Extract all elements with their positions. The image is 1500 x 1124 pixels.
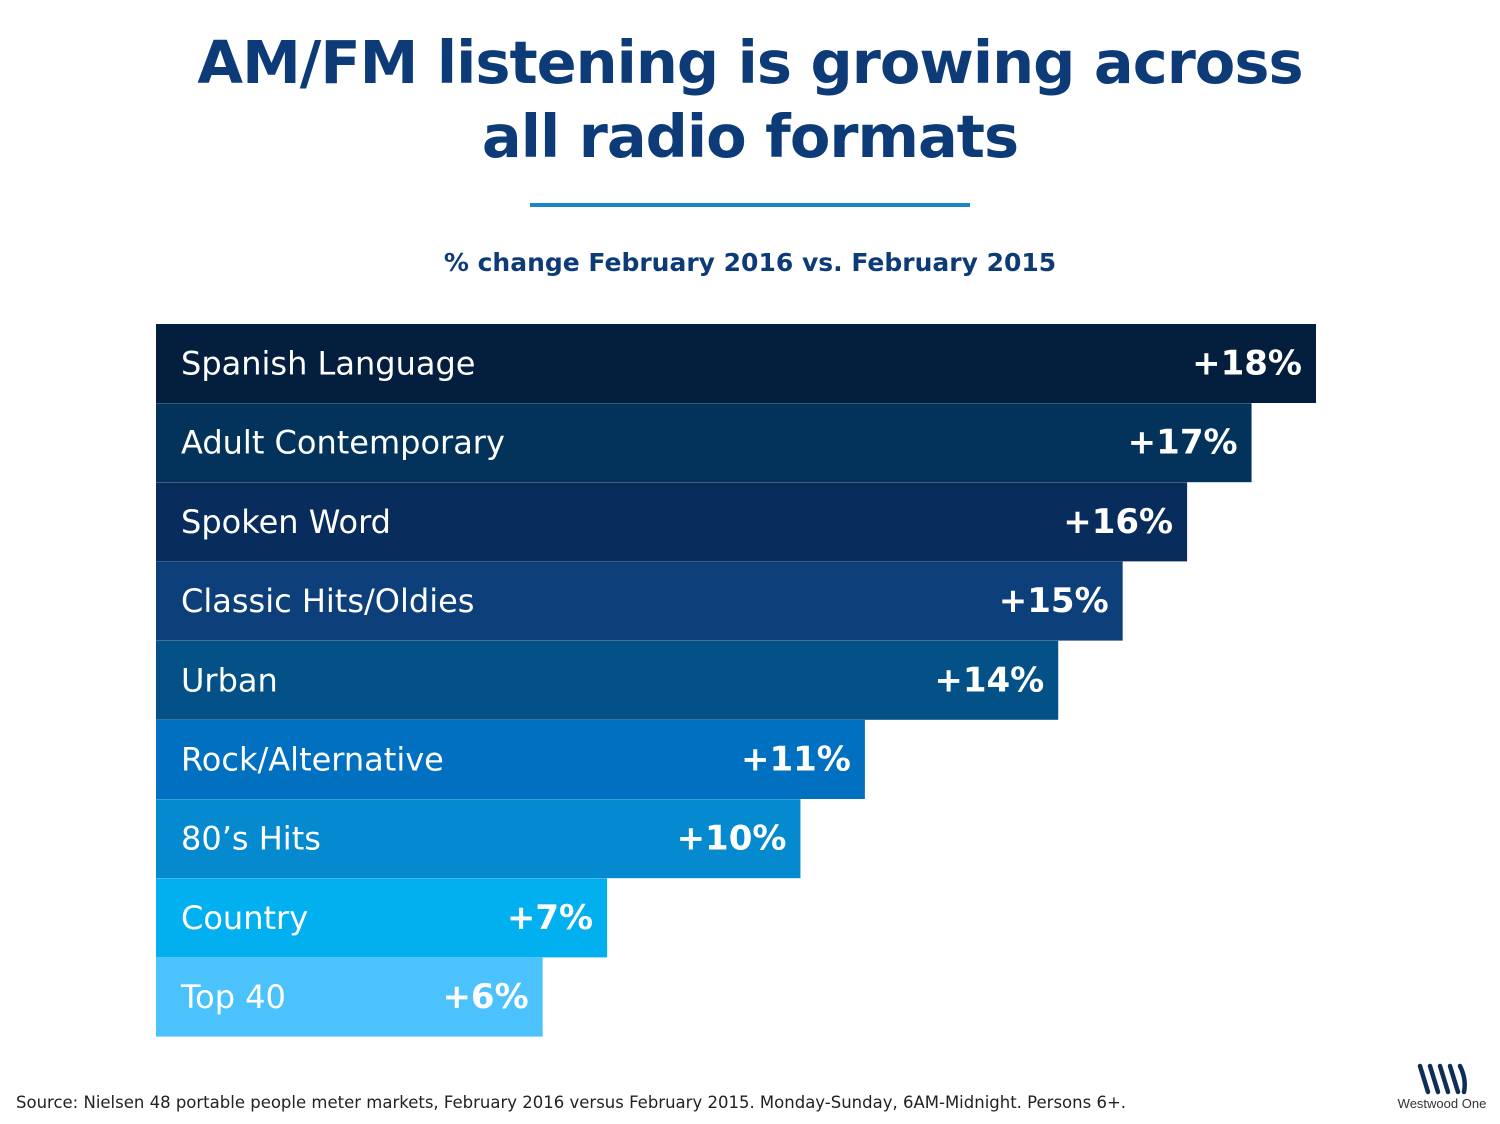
bar-3: [156, 561, 1123, 641]
bar-value-label: +11%: [741, 740, 851, 780]
chart-title-line-2: all radio formats: [481, 102, 1019, 171]
bar-2: [156, 482, 1188, 562]
bar-5: [156, 720, 865, 799]
bar-6: [156, 799, 801, 879]
bar-category-label: Top 40: [180, 978, 286, 1016]
bar-1: [156, 403, 1252, 483]
bar-value-label: +18%: [1192, 344, 1302, 384]
bar-value-label: +6%: [442, 977, 528, 1017]
bar-category-label: 80’s Hits: [181, 820, 321, 858]
title-divider: [530, 203, 970, 207]
bar-category-label: Classic Hits/Oldies: [181, 582, 474, 620]
chart-title: AM/FM listening is growing across all ra…: [0, 26, 1500, 174]
bar-category-label: Adult Contemporary: [181, 424, 505, 462]
bar-category-label: Urban: [181, 661, 278, 699]
source-footnote: Source: Nielsen 48 portable people meter…: [16, 1093, 1127, 1112]
bar-value-label: +14%: [934, 660, 1044, 700]
bar-value-label: +7%: [507, 898, 593, 938]
bar-4: [156, 640, 1059, 720]
bar-value-label: +10%: [677, 819, 787, 859]
bar-8: [156, 957, 543, 1037]
chart-subtitle: % change February 2016 vs. February 2015: [443, 248, 1057, 277]
bar-category-label: Spoken Word: [181, 503, 391, 541]
bar-category-label: Country: [181, 899, 308, 937]
bar-category-label: Spanish Language: [181, 345, 475, 383]
westwood-one-logo-icon: [1417, 1063, 1468, 1095]
logo-text: Westwood One: [1397, 1096, 1487, 1111]
bar-0: [156, 324, 1316, 403]
bar-value-label: +16%: [1063, 502, 1173, 542]
bar-value-label: +15%: [999, 581, 1109, 621]
bar-value-label: +17%: [1128, 423, 1238, 463]
chart-title-line-1: AM/FM listening is growing across: [197, 28, 1303, 97]
bar-category-label: Rock/Alternative: [181, 741, 444, 779]
bar-7: [156, 878, 608, 958]
